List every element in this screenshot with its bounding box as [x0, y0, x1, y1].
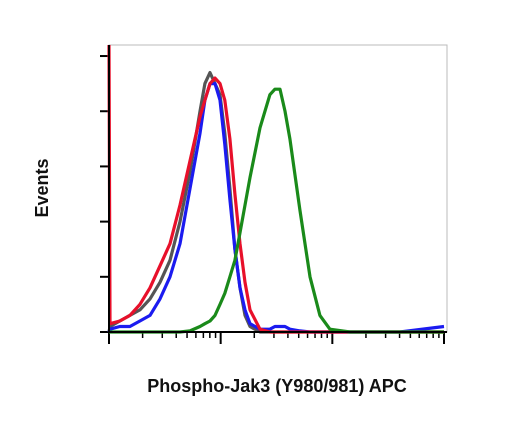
- histogram-line: [107, 71, 444, 334]
- histogram-line: [107, 82, 445, 334]
- y-axis-title: Events: [32, 158, 52, 217]
- x-axis-title: Phospho-Jak3 (Y980/981) APC: [147, 376, 406, 396]
- histogram-line: [108, 87, 444, 334]
